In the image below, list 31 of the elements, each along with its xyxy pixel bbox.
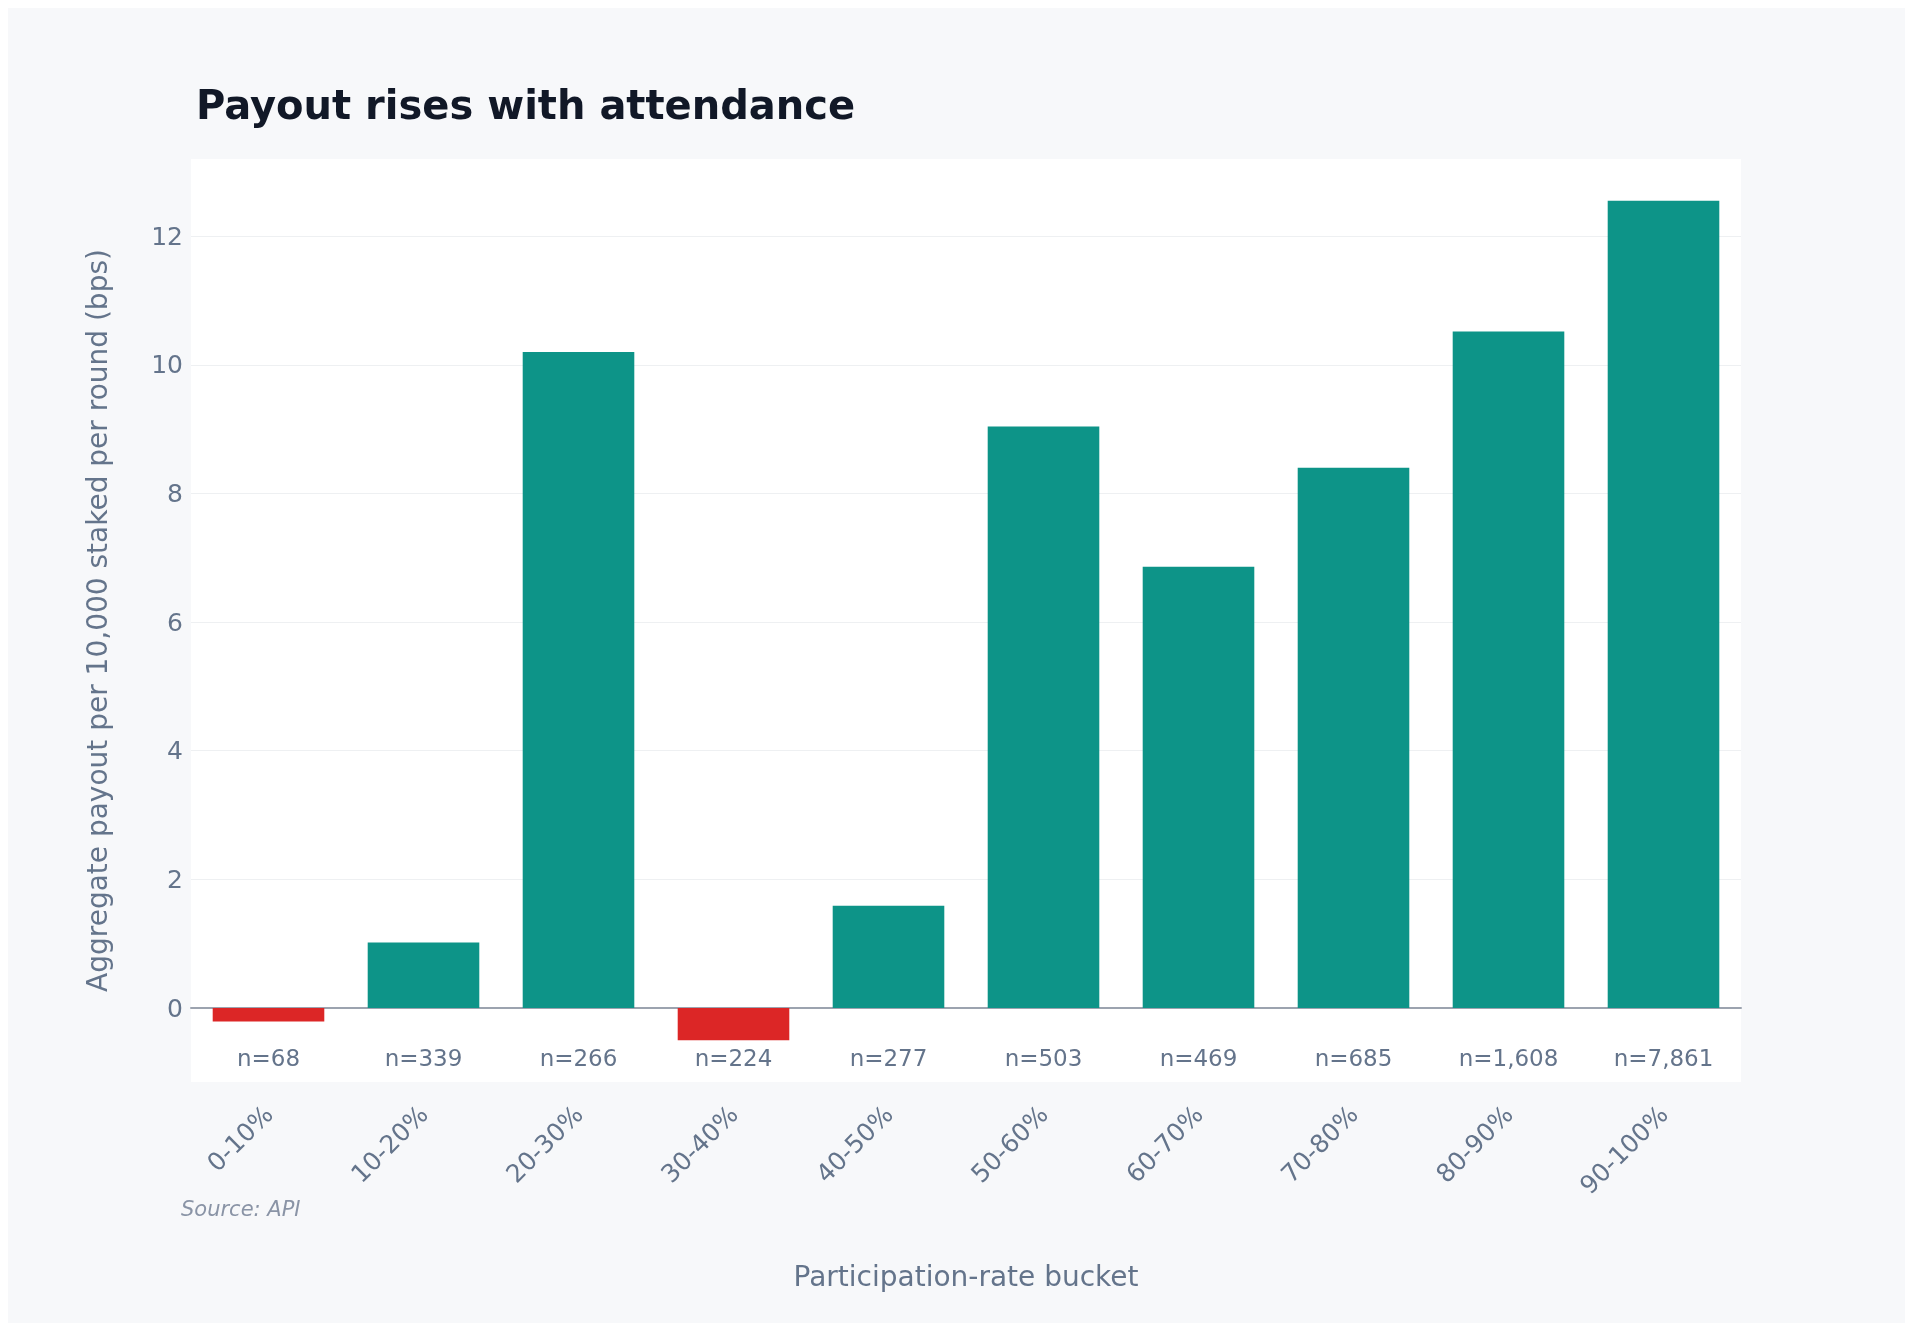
- y-tick-label: 4: [167, 736, 183, 766]
- annotation: n=685: [1314, 1044, 1393, 1071]
- x-axis-title: Participation-rate bucket: [793, 1259, 1139, 1293]
- y-tick-label: 10: [151, 350, 183, 380]
- annotation: n=339: [384, 1044, 463, 1071]
- bar: [1297, 467, 1410, 1009]
- y-tick-label: 6: [167, 607, 183, 637]
- bar: [987, 426, 1100, 1009]
- bar: [1607, 200, 1720, 1009]
- bar: [832, 905, 945, 1009]
- y-tick-label: 0: [167, 993, 183, 1023]
- bar: [677, 1008, 790, 1041]
- source-note: Source: API: [181, 1196, 301, 1221]
- annotation: n=68: [236, 1044, 301, 1071]
- y-tick-label: 12: [151, 221, 183, 251]
- y-tick-label: 2: [167, 864, 183, 894]
- annotation: n=277: [849, 1044, 928, 1071]
- bar: [212, 1008, 325, 1022]
- y-tick-label: 8: [167, 478, 183, 508]
- bar: [1452, 331, 1565, 1009]
- annotation: n=7,861: [1613, 1044, 1714, 1071]
- bar: [522, 351, 635, 1009]
- bar: [1142, 566, 1255, 1009]
- annotation: n=266: [539, 1044, 618, 1071]
- chart-title: Payout rises with attendance: [196, 82, 856, 128]
- bar: [367, 942, 480, 1009]
- y-axis-title: Aggregate payout per 10,000 staked per round (bps): [80, 249, 114, 992]
- annotation: n=224: [694, 1044, 773, 1071]
- annotation: n=469: [1159, 1044, 1238, 1071]
- annotation: n=1,608: [1458, 1044, 1559, 1071]
- annotation: n=503: [1004, 1044, 1083, 1071]
